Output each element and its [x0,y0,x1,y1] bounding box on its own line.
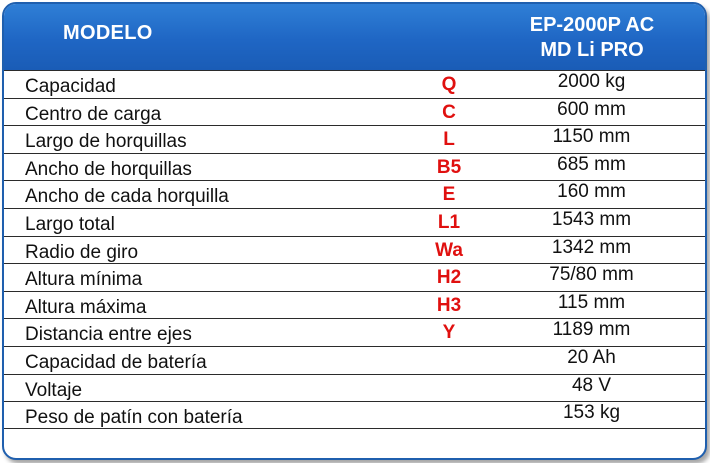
spec-name: Distancia entre ejes [25,324,192,346]
table-row: Voltaje 48 V [4,373,705,402]
spec-symbol: H3 [436,294,462,316]
table-row: Capacidad Q 2000 kg [4,70,705,98]
spec-symbol: Q [441,74,457,95]
table-row: Capacidad de batería 20 Ah [4,345,705,374]
spec-value: 160 mm [557,181,626,203]
spec-value: 75/80 mm [549,264,634,286]
table-row: Largo total L1 1543 mm [4,207,705,236]
spec-symbol: E [442,184,456,206]
spec-value: 153 kg [562,402,621,424]
spec-name: Ancho de horquillas [25,158,192,180]
model-value-line1: EP-2000P AC [529,14,655,36]
spec-symbol: L1 [437,211,461,233]
spec-name: Capacidad de batería [25,351,207,373]
spec-value: 48 V [571,374,612,396]
spec-value: 685 mm [557,153,626,175]
spec-value: 115 mm [557,291,626,313]
table-row: Ancho de horquillas B5 685 mm [4,152,705,181]
spec-name: Largo total [25,213,115,235]
model-label: MODELO [63,22,153,44]
spec-value: 1189 mm [552,319,631,341]
spec-symbol: H2 [436,267,462,289]
table-row: Ancho de cada horquilla E 160 mm [4,180,705,208]
model-value-line2: MD Li PRO [540,39,644,61]
spec-value: 20 Ah [567,346,616,368]
table-row: Distancia entre ejes Y 1189 mm [4,318,705,346]
spec-name: Voltaje [25,379,83,401]
table-row: Largo de horquillas L 1150 mm [4,125,705,153]
spec-name: Radio de giro [25,241,139,263]
table-row: Radio de giro Wa 1342 mm [4,235,705,264]
table-row: Centro de carga C 600 mm [4,97,705,126]
table-header: MODELO EP-2000P AC MD Li PRO [4,4,705,70]
spec-name: Peso de patín con batería [25,407,243,429]
spec-name: Largo de horquillas [25,131,187,153]
table-row: Altura máxima H3 115 mm [4,290,705,319]
spec-value: 2000 kg [557,71,626,92]
spec-symbol: Wa [435,239,463,261]
spec-value: 1342 mm [551,236,632,258]
model-value: EP-2000P AC MD Li PRO [482,13,702,63]
table-row: Altura mínima H2 75/80 mm [4,263,705,291]
spec-name: Capacidad [25,76,116,97]
spec-name: Altura máxima [25,296,147,318]
spec-name: Ancho de cada horquilla [25,186,229,208]
spec-value: 600 mm [557,98,626,120]
table-row: Peso de patín con batería 153 kg [4,401,705,429]
spec-rows: Capacidad Q 2000 kg Centro de carga C 60… [4,70,705,429]
spec-value: 1543 mm [551,208,632,230]
spec-symbol: L [443,129,455,151]
spec-symbol: Y [442,322,456,344]
spec-symbol: C [442,101,456,123]
spec-symbol: B5 [436,156,462,178]
spec-value: 1150 mm [552,126,631,148]
spec-name: Centro de carga [25,103,162,125]
spec-name: Altura mínima [25,269,143,291]
